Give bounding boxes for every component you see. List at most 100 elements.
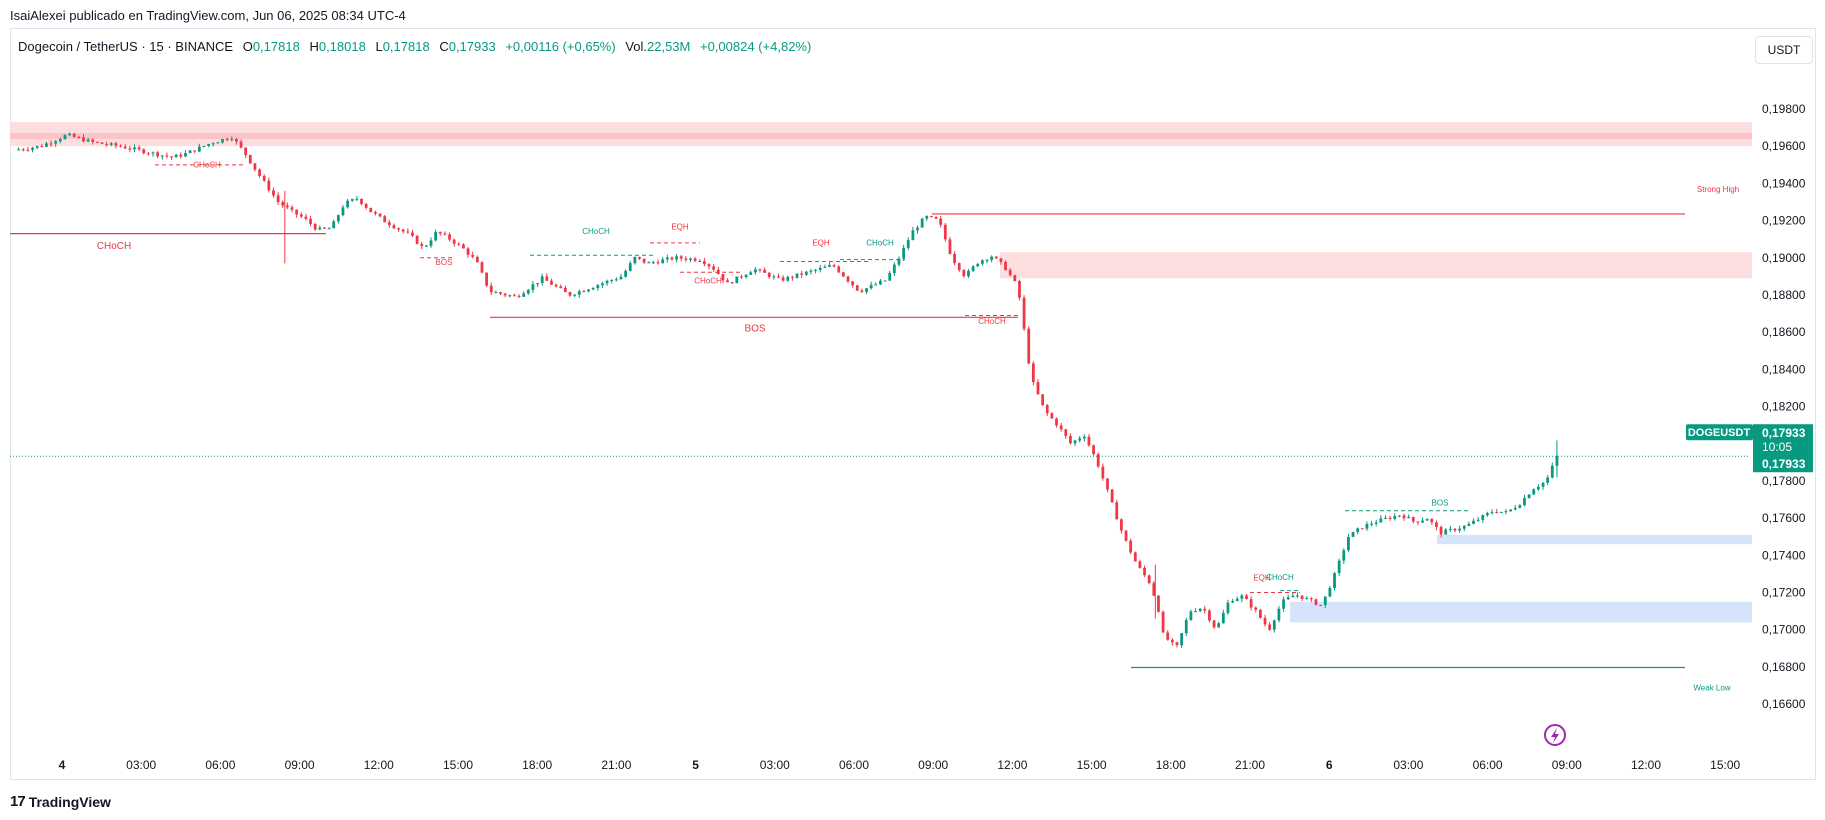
candle-body — [934, 216, 938, 219]
candle-body — [142, 149, 146, 154]
candle-body — [336, 215, 340, 222]
candle-body — [197, 146, 201, 152]
candle-body — [1527, 494, 1531, 499]
candle-body — [1407, 517, 1411, 519]
candle-body — [68, 133, 71, 136]
candle-body — [753, 269, 757, 273]
candle-body — [823, 266, 827, 268]
time-axis: 4 03:00 06:00 09:00 12:00 15:00 18:00 21:00 5 03:… — [59, 758, 1741, 772]
candle-body — [1504, 511, 1508, 513]
time-tick-label: 03:00 — [1393, 758, 1423, 772]
time-tick-label: 09:00 — [285, 758, 315, 772]
candle-body — [563, 288, 567, 293]
candle-body — [707, 264, 711, 267]
candle-body — [313, 223, 317, 230]
candle-body — [1263, 617, 1267, 625]
candle-body — [980, 260, 984, 264]
candle-body — [128, 148, 132, 150]
candle-body — [517, 295, 521, 297]
candle-body — [1254, 607, 1258, 610]
candle-body — [554, 284, 558, 287]
currency-button[interactable]: USDT — [1755, 36, 1813, 64]
candle-body — [429, 240, 433, 246]
candle-body — [290, 207, 294, 210]
candle-body — [559, 286, 563, 289]
candle-body — [763, 269, 767, 273]
lightning-icon-ring — [1544, 724, 1566, 746]
zone-supply — [1000, 252, 1752, 279]
candle-body — [1416, 521, 1420, 523]
candle-body — [1430, 519, 1434, 523]
candle-body — [638, 256, 641, 259]
candle-body — [735, 276, 739, 284]
candle-body — [1518, 505, 1522, 508]
candle-body — [221, 139, 224, 143]
legend-symbol[interactable]: Dogecoin / TetherUS · 15 · BINANCE — [18, 39, 234, 54]
candle-body — [91, 139, 95, 142]
candle-body — [804, 271, 808, 275]
annotation-choch-down: CHoCH — [97, 241, 131, 252]
candle-body — [1166, 632, 1170, 640]
candle-body — [1147, 575, 1151, 584]
candle-body — [990, 256, 994, 260]
candle-body — [82, 137, 85, 142]
candle-body — [63, 135, 67, 140]
candle-body — [1050, 413, 1054, 419]
candle-body — [693, 258, 697, 261]
candle-body — [800, 273, 804, 275]
legend-volume-label: Vol. — [625, 39, 647, 54]
candle-body — [174, 154, 178, 158]
candle-body — [21, 149, 25, 151]
candle-body — [369, 207, 373, 213]
candle-body — [323, 227, 326, 229]
candle-body — [726, 280, 729, 283]
price-tick-label: 0,19800 — [1762, 102, 1806, 116]
tradingview-logo[interactable]: 17 TradingView — [10, 793, 111, 810]
candle-body — [188, 150, 192, 154]
candle-body — [1337, 560, 1341, 574]
candle-body — [702, 261, 706, 265]
candle-body — [772, 276, 776, 278]
symbol-tag-label: DOGEUSDT — [1688, 427, 1751, 439]
candle-body — [1004, 261, 1007, 271]
candle-body — [582, 291, 586, 293]
candle-body — [892, 264, 896, 274]
candle-body — [1462, 525, 1466, 529]
candle-body — [1402, 515, 1406, 519]
candle-body — [225, 139, 229, 141]
candle-body — [939, 218, 943, 225]
candle-body — [619, 276, 623, 280]
candle-body — [1458, 528, 1462, 531]
candle-body — [628, 263, 632, 271]
candle-body — [1291, 595, 1295, 598]
candle-body — [1360, 528, 1364, 530]
candle-body — [1064, 429, 1068, 436]
time-tick-label: 15:00 — [1077, 758, 1107, 772]
price-tick-label: 0,18800 — [1762, 288, 1806, 302]
lightning-icon[interactable] — [1544, 724, 1566, 746]
candle-body — [795, 273, 799, 278]
levels-layer — [10, 164, 1750, 669]
candle-body — [610, 280, 614, 282]
candle-body — [281, 202, 285, 206]
legend-close-value: 0,17933 — [448, 39, 496, 54]
candle-body — [652, 262, 655, 264]
candle-body — [1309, 598, 1313, 600]
chart-frame[interactable] — [10, 28, 1816, 780]
candle-body — [1027, 328, 1031, 364]
candle-body — [1342, 550, 1346, 561]
candle-body — [1537, 486, 1540, 490]
candle-body — [540, 276, 544, 284]
candle-body — [1314, 599, 1318, 605]
candle-body — [1374, 522, 1378, 524]
candle-body — [443, 233, 447, 235]
candle-body — [1194, 611, 1197, 613]
price-tick-label: 0,17800 — [1762, 474, 1806, 488]
candle-body — [1143, 567, 1146, 576]
candle-body — [758, 269, 762, 271]
annotation-choch-down: CHoCH — [193, 161, 221, 170]
legend-low-label: L — [375, 39, 383, 54]
price-tick-label: 0,19200 — [1762, 214, 1806, 228]
candle-body — [184, 153, 187, 157]
